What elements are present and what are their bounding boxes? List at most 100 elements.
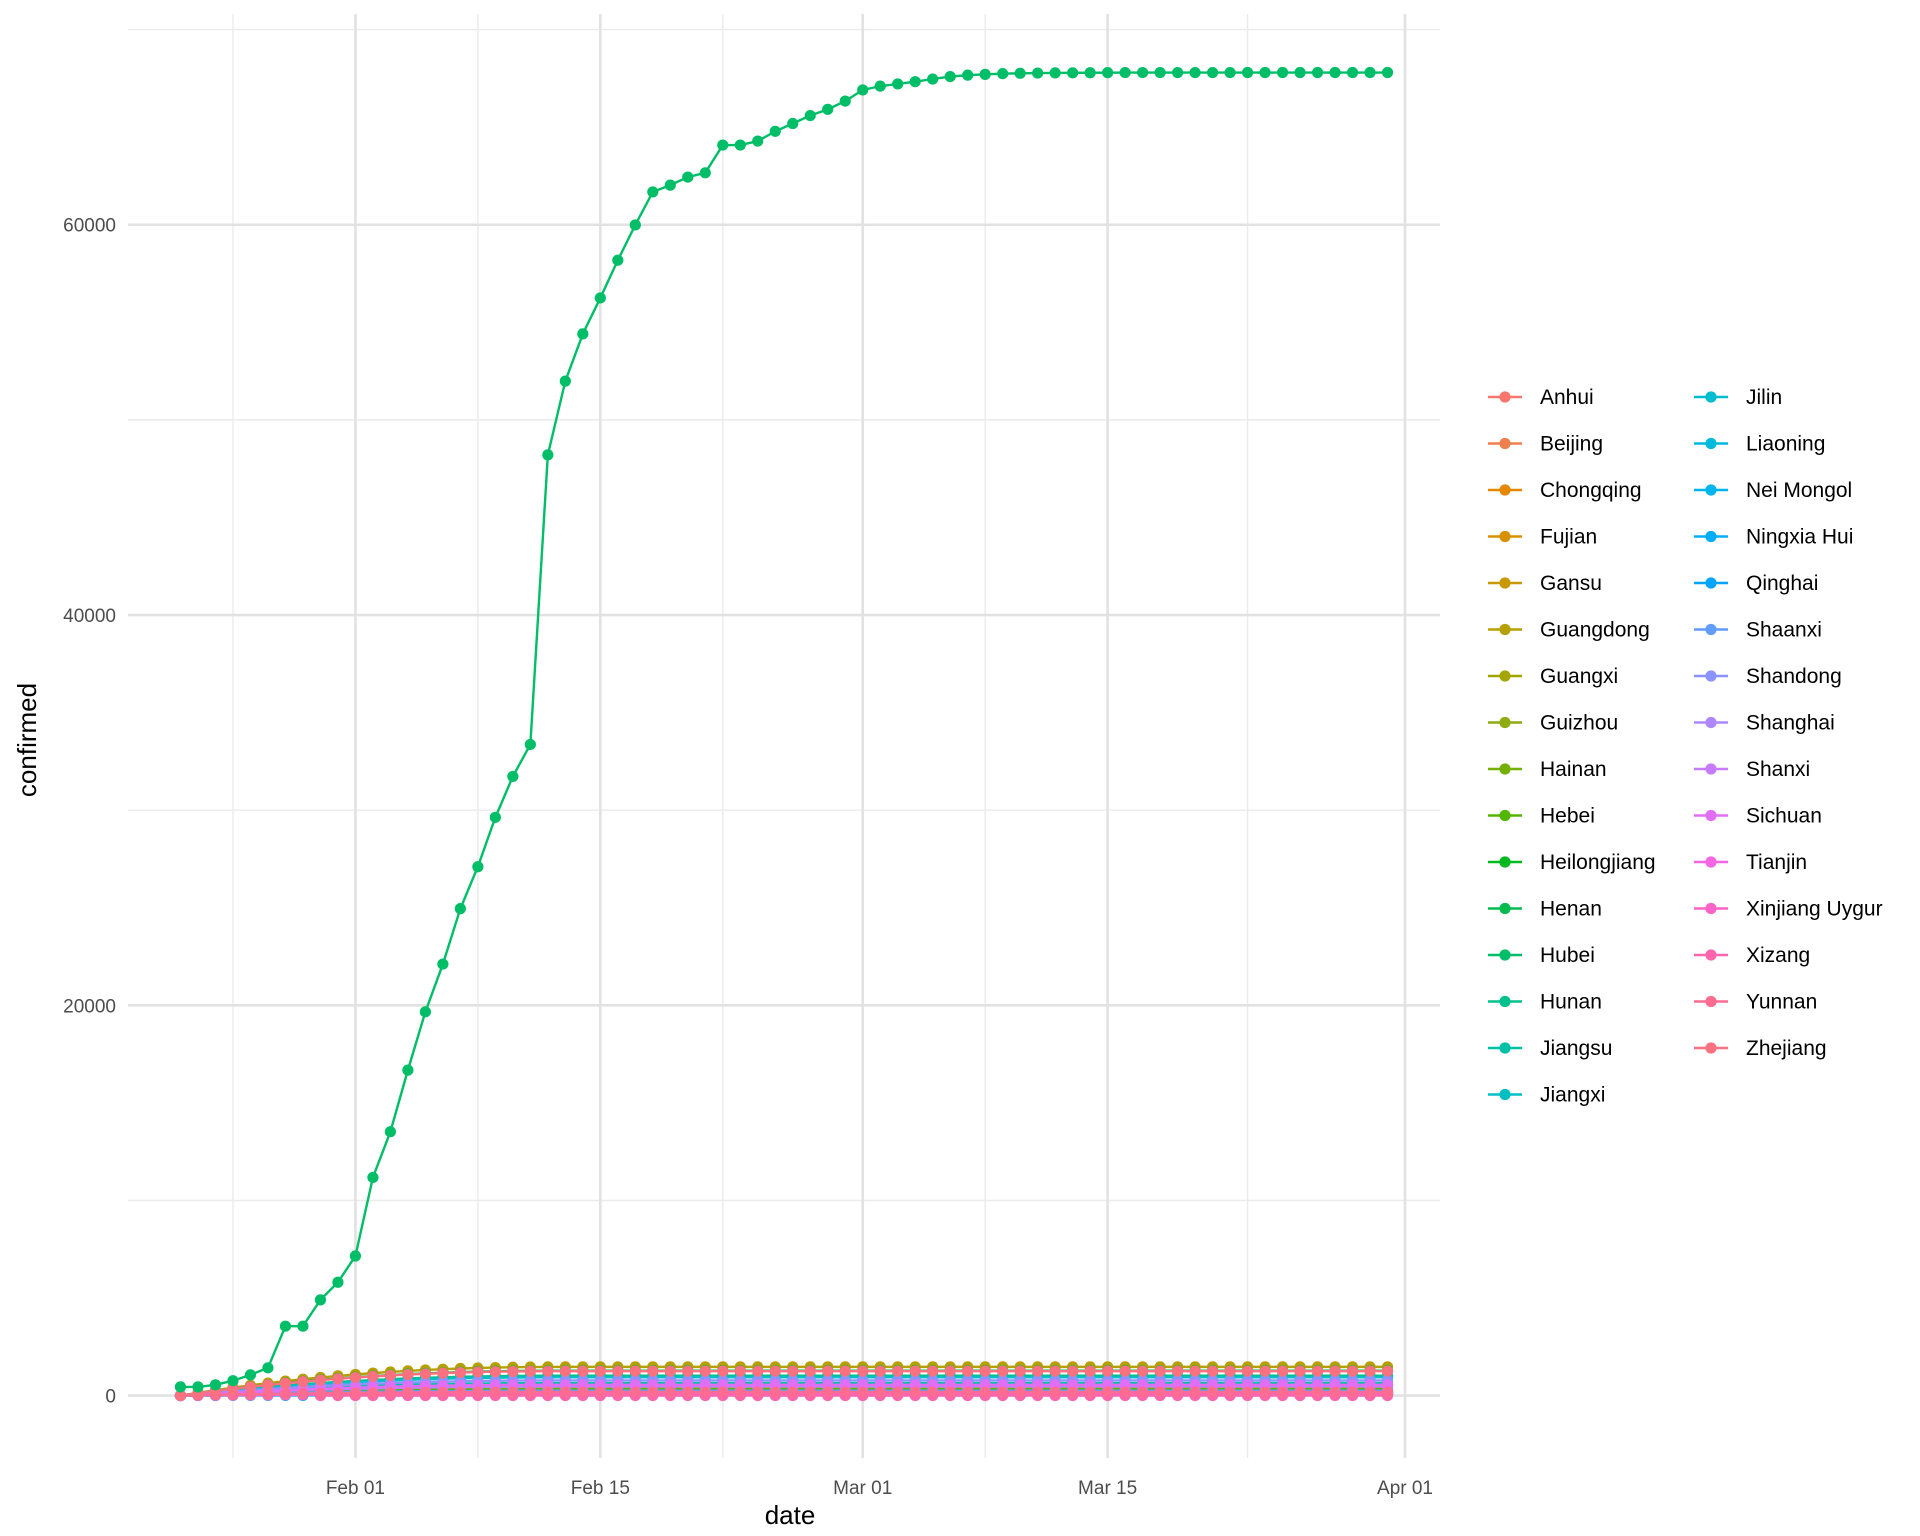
legend-item: Qinghai xyxy=(1694,572,1818,595)
legend-item: Xizang xyxy=(1694,944,1810,967)
minor-gridlines xyxy=(128,14,1440,1458)
legend-item: Shanxi xyxy=(1694,758,1810,781)
data-point xyxy=(1259,1386,1271,1398)
legend-item: Liaoning xyxy=(1694,433,1825,456)
data-point xyxy=(1119,1365,1131,1377)
legend-label: Tianjin xyxy=(1746,851,1807,874)
data-point xyxy=(244,1381,257,1393)
data-point xyxy=(1329,66,1341,79)
data-point xyxy=(1032,1365,1044,1377)
legend-label: Hubei xyxy=(1540,944,1595,967)
data-point xyxy=(349,1371,362,1384)
legend-key-point xyxy=(1705,577,1717,589)
data-point xyxy=(997,68,1009,80)
data-point xyxy=(244,1369,257,1381)
data-point xyxy=(944,1386,956,1398)
data-point xyxy=(1137,1386,1149,1398)
data-point xyxy=(769,1386,781,1398)
data-point xyxy=(909,76,921,88)
data-point xyxy=(1137,66,1149,79)
legend-key-point xyxy=(1705,391,1717,403)
legend-item: Hunan xyxy=(1488,991,1602,1014)
data-point xyxy=(664,1386,676,1398)
data-point xyxy=(874,1386,886,1398)
data-point xyxy=(717,139,729,151)
series-layer xyxy=(174,66,1394,1402)
legend-label: Liaoning xyxy=(1746,433,1825,456)
data-point xyxy=(927,1386,939,1398)
data-point xyxy=(962,1386,974,1398)
series-line xyxy=(180,1385,1388,1397)
series-line xyxy=(180,1383,1388,1397)
data-point xyxy=(1102,1386,1114,1398)
data-point xyxy=(1224,66,1236,79)
legend-item: Guizhou xyxy=(1488,712,1618,735)
data-point xyxy=(559,375,571,387)
data-point xyxy=(682,171,694,183)
data-point xyxy=(559,1386,571,1398)
data-point xyxy=(507,770,519,783)
x-tick-label: Mar 15 xyxy=(1078,1478,1137,1499)
data-point xyxy=(1172,1365,1184,1377)
legend-label: Beijing xyxy=(1540,433,1603,456)
legend-label: Yunnan xyxy=(1746,991,1817,1014)
data-point xyxy=(944,71,956,83)
legend-key-point xyxy=(1499,902,1511,915)
data-point xyxy=(489,811,501,823)
data-point xyxy=(1154,1386,1166,1398)
data-point xyxy=(1346,66,1359,79)
legend-key-point xyxy=(1705,1042,1717,1054)
data-point xyxy=(962,69,974,81)
data-point xyxy=(647,1365,659,1377)
series-yunnan xyxy=(174,1386,1394,1402)
data-point xyxy=(1119,66,1131,79)
legend-item: Heilongjiang xyxy=(1488,851,1656,874)
legend-label: Guangxi xyxy=(1540,665,1618,688)
data-point xyxy=(612,1386,624,1398)
legend-key-point xyxy=(1499,949,1511,961)
data-point xyxy=(629,1365,641,1377)
data-point xyxy=(734,1365,746,1377)
data-point xyxy=(594,292,606,304)
data-point xyxy=(699,167,711,179)
x-tick-labels: Feb 01 Feb 15 Mar 01 Mar 15 Apr 01 xyxy=(326,1478,1433,1499)
data-point xyxy=(542,449,554,461)
data-point xyxy=(1276,1365,1289,1377)
legend-label: Xinjiang Uygur xyxy=(1746,898,1883,921)
series-zhejiang xyxy=(174,1365,1394,1402)
series-line xyxy=(180,1379,1388,1397)
series-line xyxy=(180,1365,1388,1397)
data-point xyxy=(454,903,466,915)
data-point xyxy=(1189,1365,1201,1377)
data-point xyxy=(1206,66,1219,79)
data-point xyxy=(752,1386,764,1398)
data-point xyxy=(1311,1365,1324,1377)
major-gridlines xyxy=(128,14,1440,1458)
series-line xyxy=(180,1374,1388,1397)
data-point xyxy=(402,1064,414,1076)
legend-key-point xyxy=(1705,623,1717,636)
data-point xyxy=(1259,1365,1271,1377)
data-point xyxy=(997,1386,1009,1398)
x-tick-label: Mar 01 xyxy=(833,1478,892,1499)
legend-label: Guangdong xyxy=(1540,619,1650,642)
data-point xyxy=(1224,1386,1236,1398)
data-point xyxy=(297,1320,309,1332)
legend-key-point xyxy=(1499,670,1511,682)
data-point xyxy=(349,1250,362,1262)
data-point xyxy=(909,1386,921,1398)
legend-item: Guangxi xyxy=(1488,665,1618,688)
data-point xyxy=(314,1387,327,1399)
data-point xyxy=(839,1386,851,1398)
data-point xyxy=(804,109,816,122)
legend-key-point xyxy=(1499,623,1511,636)
data-point xyxy=(979,68,991,80)
legend-label: Qinghai xyxy=(1746,572,1818,595)
data-point xyxy=(717,1386,729,1398)
series-line xyxy=(180,1376,1388,1397)
data-point xyxy=(262,1362,274,1374)
data-point xyxy=(1311,66,1324,79)
data-point xyxy=(437,1367,449,1379)
x-tick-label: Apr 01 xyxy=(1377,1478,1433,1499)
x-tick-label: Feb 01 xyxy=(326,1478,385,1499)
